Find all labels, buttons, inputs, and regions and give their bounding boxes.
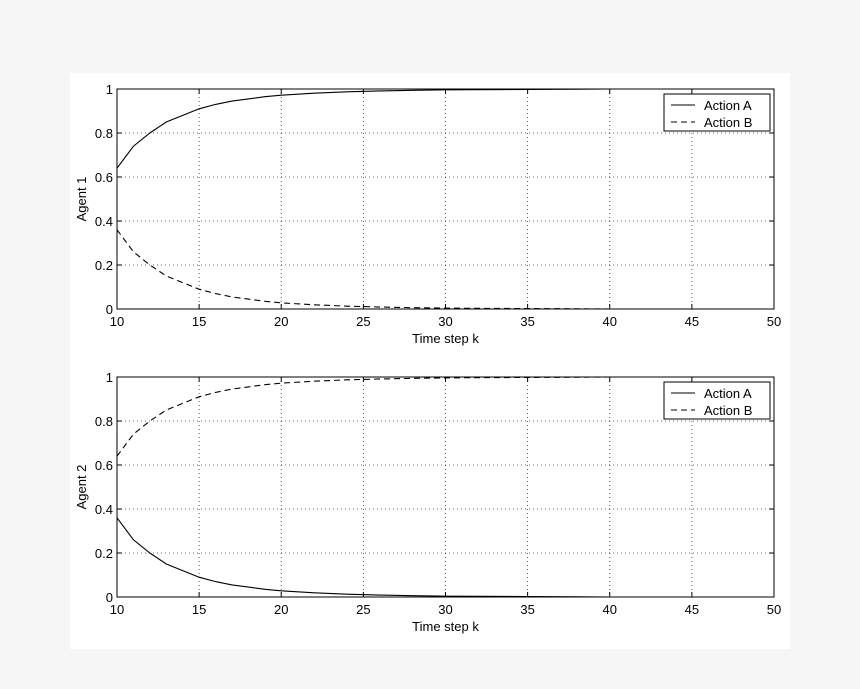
x-tick-label: 25: [356, 314, 370, 329]
y-tick-label: 0.6: [95, 458, 113, 473]
legend-box: [663, 93, 771, 132]
x-tick-label: 15: [192, 314, 206, 329]
x-tick-label: 40: [603, 314, 617, 329]
x-tick-label: 15: [192, 602, 206, 617]
y-tick-label: 0.8: [95, 414, 113, 429]
legend-label: Action A: [704, 386, 752, 401]
x-tick-label: 10: [110, 314, 124, 329]
y-tick-label: 0.8: [95, 126, 113, 141]
x-tick-label: 30: [438, 602, 452, 617]
series-line-action-b: [116, 376, 774, 457]
x-tick-label: 35: [520, 602, 534, 617]
figure: 10 15 20 25 30 35 40 45 50 0 0.2 0.4 0.6 0.8 1 Time ste…: [70, 73, 790, 649]
x-tick-label: 25: [356, 602, 370, 617]
y-tick-label: 0.2: [95, 546, 113, 561]
x-axis-label: Time step k: [412, 619, 479, 634]
chart-agent-1: 10 15 20 25 30 35 40 45 50 0 0.2 0.4 0.6 0.8 1 Time ste…: [74, 82, 781, 346]
x-tick-label: 50: [767, 602, 781, 617]
x-tick-label: 20: [274, 314, 288, 329]
y-tick-label: 0.2: [95, 258, 113, 273]
series-line-action-b: [116, 229, 774, 310]
x-tick-label: 50: [767, 314, 781, 329]
chart-agent-2: 10 15 20 25 30 35 40 45 50 0 0.2 0.4 0.6 0.8 1 Time ste…: [74, 370, 781, 634]
x-tick-label: 40: [603, 602, 617, 617]
y-axis-label: Agent 2: [74, 465, 89, 510]
x-tick-label: 45: [685, 314, 699, 329]
y-tick-label: 0.4: [95, 502, 113, 517]
legend-box: [663, 381, 771, 420]
y-tick-label: 1: [106, 82, 113, 97]
legend-label: Action B: [704, 403, 752, 418]
y-tick-label: 0: [106, 302, 113, 317]
y-tick-label: 0.6: [95, 170, 113, 185]
y-tick-label: 1: [106, 370, 113, 385]
y-tick-label: 0.4: [95, 214, 113, 229]
x-tick-label: 20: [274, 602, 288, 617]
y-axis-label: Agent 1: [74, 177, 89, 222]
y-tick-label: 0: [106, 590, 113, 605]
x-axis-label: Time step k: [412, 331, 479, 346]
legend-label: Action B: [704, 115, 752, 130]
x-tick-label: 35: [520, 314, 534, 329]
x-tick-label: 10: [110, 602, 124, 617]
legend-label: Action A: [704, 98, 752, 113]
x-tick-label: 30: [438, 314, 452, 329]
x-tick-label: 45: [685, 602, 699, 617]
